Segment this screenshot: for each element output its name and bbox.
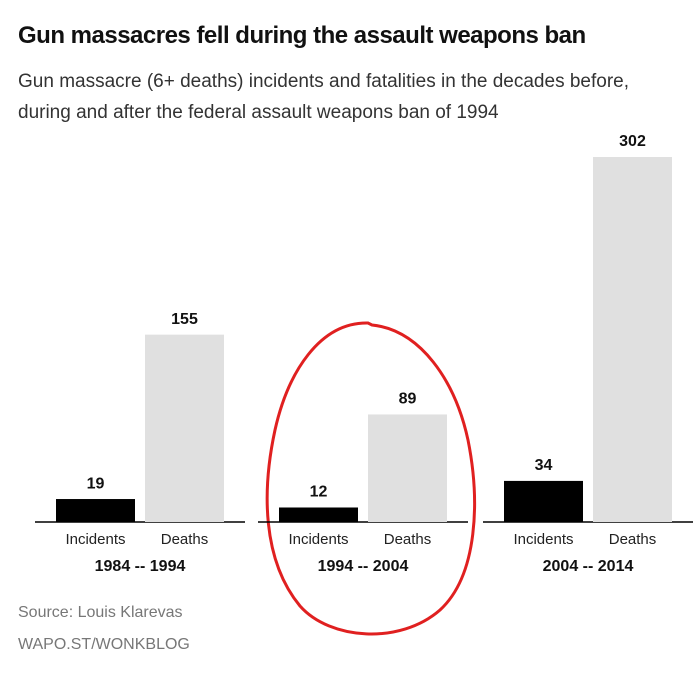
x-tick-label: 2004 -- 2014 — [543, 558, 634, 575]
bar — [279, 507, 358, 522]
value-label: 155 — [171, 311, 198, 328]
series-label: Incidents — [65, 531, 125, 548]
source: Source: Louis Klarevas — [18, 604, 183, 621]
value-label: 302 — [619, 133, 646, 150]
bar — [368, 414, 447, 522]
bar — [504, 480, 583, 522]
series-label: Incidents — [513, 531, 573, 548]
value-label: 89 — [399, 391, 417, 408]
chart-subtitle: Gun massacre (6+ deaths) incidents and f… — [18, 71, 629, 123]
series-label: Deaths — [161, 531, 209, 548]
x-tick-label: 1994 -- 2004 — [318, 558, 409, 575]
x-tick-label: 1984 -- 1994 — [95, 558, 186, 575]
bar — [56, 499, 135, 522]
chart-title: Gun massacres fell during the assault we… — [18, 22, 586, 49]
value-label: 34 — [535, 457, 553, 474]
bar — [145, 334, 224, 522]
credit: WAPO.ST/WONKBLOG — [18, 636, 190, 653]
value-label: 19 — [87, 475, 105, 492]
red-circle-annotation — [265, 321, 476, 636]
series-label: Deaths — [609, 531, 657, 548]
value-label: 12 — [310, 484, 328, 501]
bar — [593, 157, 672, 522]
series-label: Deaths — [384, 531, 432, 548]
series-label: Incidents — [288, 531, 348, 548]
